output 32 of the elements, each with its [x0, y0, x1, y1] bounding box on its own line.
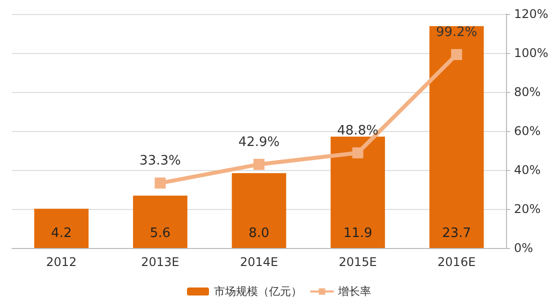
point: [451, 49, 462, 60]
y2-tick-label: 40%: [514, 163, 541, 177]
y2-tick-label: 60%: [514, 124, 541, 138]
x-tick-label: 2013E: [141, 255, 180, 269]
bar: [232, 173, 286, 248]
data-label: 42.9%: [238, 134, 280, 150]
point: [154, 178, 166, 189]
point: [254, 158, 264, 170]
data-label: 11.9: [343, 226, 372, 241]
data-label: 8.0: [248, 226, 270, 241]
bar: [34, 208, 89, 248]
y2-tick-label: 100%: [514, 46, 548, 60]
data-label: 5.6: [150, 226, 171, 241]
y2-tick-label: 0%: [514, 241, 534, 255]
data-label: 33.3%: [140, 154, 181, 169]
x-tick-label: 2016E: [438, 255, 476, 269]
y2-tick-label: 80%: [514, 85, 541, 99]
x-tick-label: 2014E: [240, 255, 278, 269]
x-tick-label: 2015E: [338, 255, 377, 269]
x-tick-label: 2012: [46, 255, 77, 269]
data-label: 99.2%: [436, 25, 478, 40]
point: [352, 147, 364, 158]
bar: [133, 196, 188, 248]
legend-label: 增长率: [337, 285, 371, 298]
data-label: 23.7: [442, 226, 472, 241]
data-label: 4.2: [51, 226, 72, 241]
bar: [429, 26, 484, 248]
data-label: 48.8%: [337, 123, 378, 138]
legend-label: 市场规模（亿元）: [214, 285, 302, 298]
bar: [330, 136, 385, 248]
y2-tick-label: 120%: [514, 7, 548, 21]
y2-tick-label: 20%: [514, 202, 541, 216]
